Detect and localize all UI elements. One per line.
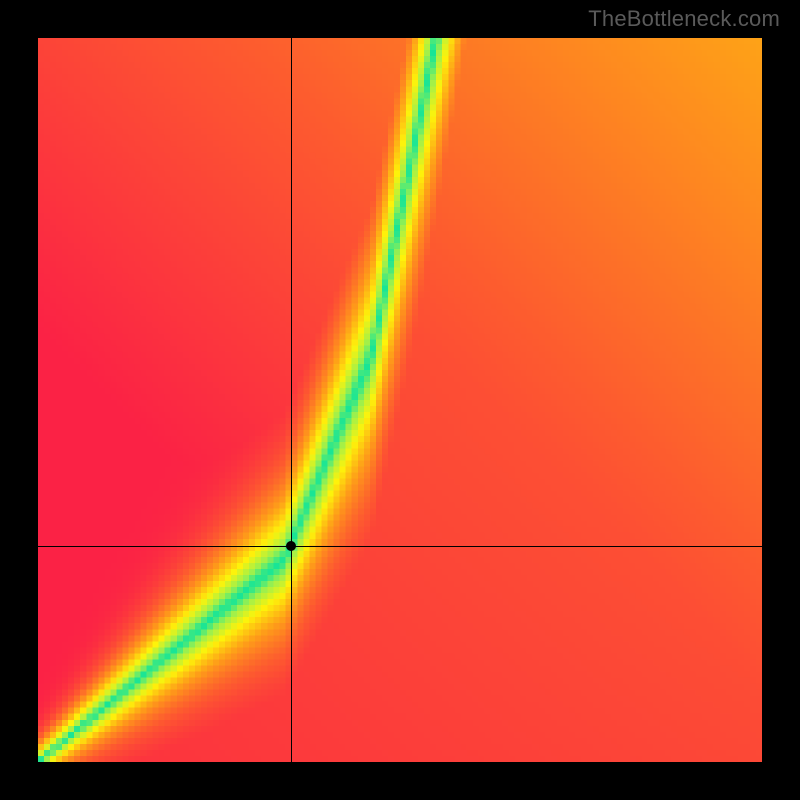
heatmap-plot bbox=[38, 38, 762, 762]
heatmap-canvas bbox=[38, 38, 762, 762]
watermark-text: TheBottleneck.com bbox=[588, 6, 780, 32]
